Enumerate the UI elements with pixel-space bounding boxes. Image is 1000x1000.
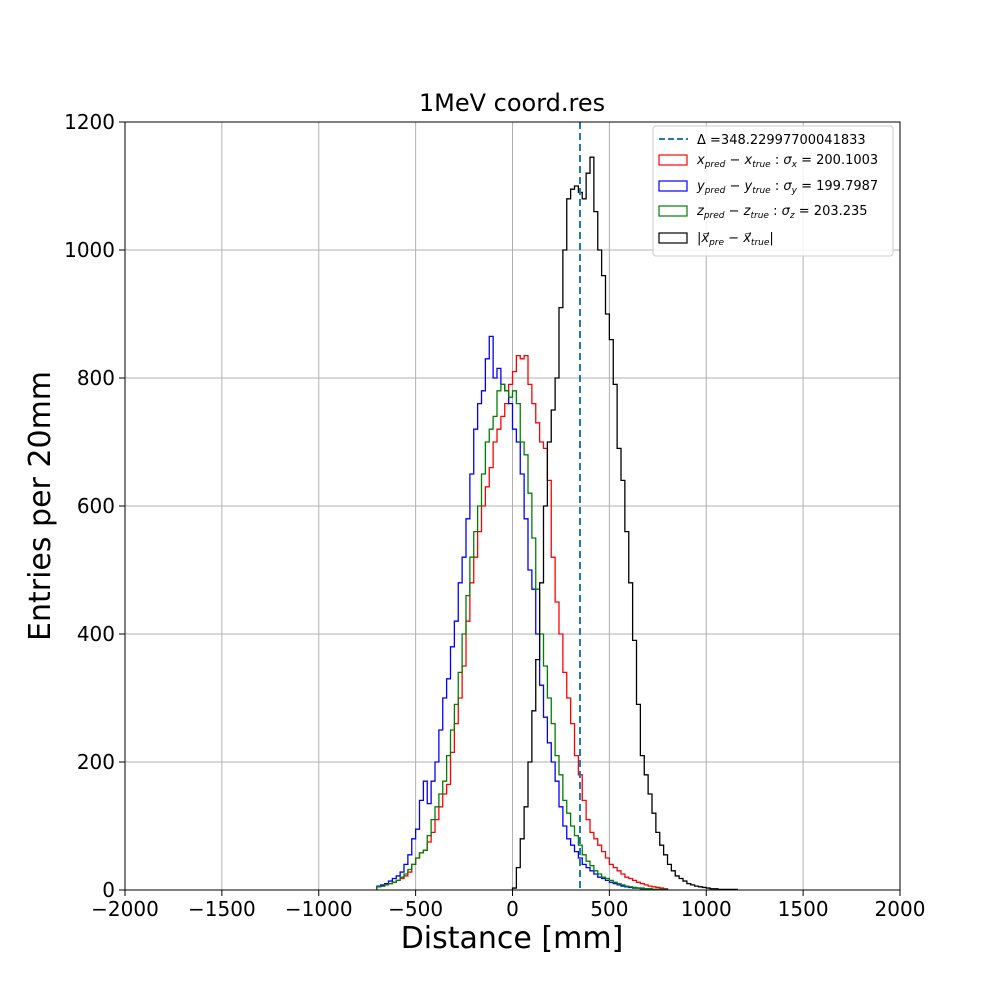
histogram-series	[376, 156, 738, 891]
x-axis-label: Distance [mm]	[401, 921, 624, 956]
legend-label-delta: Δ =348.22997700041833	[697, 133, 866, 148]
x-tick-label: 500	[590, 897, 628, 921]
x-tick-label: 2000	[875, 897, 926, 921]
x-tick-label: −500	[388, 897, 443, 921]
y-tick-label: 600	[77, 494, 115, 518]
x-axis-ticks: −2000 −1500 −1000 −500 0 500 1000 1500 2000	[91, 890, 925, 921]
x-tick-label: 0	[506, 897, 519, 921]
legend-swatch-y	[658, 180, 688, 192]
legend-label-z: zpred − ztrue : σz = 203.235	[696, 204, 868, 221]
legend-swatch-z	[658, 205, 688, 217]
y-axis-ticks: 0 200 400 600 800 1000 1200	[64, 110, 125, 902]
histogram-series-x	[376, 354, 669, 890]
legend-label-x: xpred − xtrue : σx = 200.1003	[696, 153, 878, 170]
legend-swatch-mag	[658, 232, 688, 244]
y-axis-label: Entries per 20mm	[23, 371, 58, 641]
x-tick-label: −2000	[91, 897, 159, 921]
y-tick-label: 1200	[64, 110, 115, 134]
legend-label-y: ypred − ytrue : σy = 199.7987	[696, 179, 878, 196]
legend: Δ =348.22997700041833 xpred − xtrue : σx …	[652, 125, 894, 257]
legend-swatch-x	[658, 154, 688, 166]
legend-label-mag: |x⃗pre − x⃗true|	[697, 231, 774, 248]
y-tick-label: 800	[77, 366, 115, 390]
x-tick-label: −1000	[285, 897, 353, 921]
histogram-series-z	[376, 383, 669, 891]
x-tick-label: −1500	[188, 897, 256, 921]
y-tick-label: 1000	[64, 238, 115, 262]
chart-title: 1MeV coord.res	[419, 89, 605, 117]
x-tick-label: 1000	[681, 897, 732, 921]
x-tick-label: 1500	[778, 897, 829, 921]
histogram-series-y	[376, 335, 669, 891]
y-tick-label: 0	[102, 878, 115, 902]
y-tick-label: 200	[77, 750, 115, 774]
histogram-series-mag	[511, 156, 738, 891]
legend-box	[652, 125, 894, 257]
y-tick-label: 400	[77, 622, 115, 646]
